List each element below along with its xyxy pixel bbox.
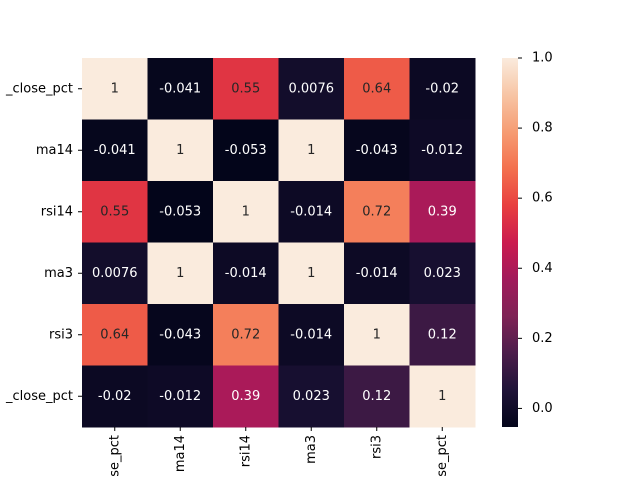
heatmap-annotations: 1 -0.041 0.55 0.0076 0.64 -0.02 -0.041 1 -0.053 1… [92, 81, 463, 404]
colorbar-tick-label-4: 0.8 [532, 121, 553, 136]
heatmap-cell-2-3 [278, 181, 345, 243]
heatmap-cell-2-5 [409, 181, 476, 243]
heatmap-cell-5-0 [82, 365, 148, 428]
x-tick-label-5: se_pct [435, 435, 450, 477]
cell-annotation-3-1: 1 [176, 266, 184, 281]
heatmap-cells [82, 58, 476, 428]
x-tick-label-3: ma3 [304, 435, 319, 464]
heatmap-cell-0-4 [344, 58, 410, 120]
cell-annotation-5-0: -0.02 [98, 389, 132, 404]
cell-annotation-0-5: -0.02 [425, 81, 459, 96]
cell-annotation-2-0: 0.55 [100, 204, 129, 219]
x-tick-label-1: ma14 [173, 435, 188, 472]
y-axis: _close_pct ma14 rsi14 ma3 rsi3 _close_pct [5, 81, 82, 404]
heatmap-cell-1-1 [147, 119, 214, 182]
heatmap-cell-0-2 [213, 58, 279, 120]
y-tick-label-4: rsi3 [49, 327, 73, 342]
x-tick-label-0: se_pct [107, 435, 122, 477]
cell-annotation-5-2: 0.39 [231, 389, 260, 404]
cell-annotation-5-5: 1 [438, 389, 446, 404]
heatmap-cell-1-0 [82, 119, 148, 182]
cell-annotation-3-2: -0.014 [225, 266, 267, 281]
y-tick-label-1: ma14 [36, 143, 73, 158]
heatmap-cell-4-2 [213, 304, 279, 366]
heatmap-cell-4-3 [278, 304, 345, 366]
cell-annotation-1-0: -0.041 [94, 143, 136, 158]
heatmap-cell-4-0 [82, 304, 148, 366]
colorbar-tick-label-5: 1.0 [532, 51, 553, 66]
colorbar-tick-label-1: 0.2 [532, 331, 553, 346]
heatmap-cell-0-5 [409, 58, 476, 120]
cell-annotation-5-3: 0.023 [293, 389, 330, 404]
colorbar: 0.0 0.2 0.4 0.6 0.8 1.0 [502, 51, 553, 427]
cell-annotation-1-5: -0.012 [421, 143, 463, 158]
colorbar-gradient [502, 58, 518, 427]
heatmap-cell-2-1 [147, 181, 214, 243]
y-tick-label-3: ma3 [44, 266, 73, 281]
heatmap-cell-2-0 [82, 181, 148, 243]
heatmap-cell-1-2 [213, 119, 279, 182]
cell-annotation-3-5: 0.023 [424, 266, 461, 281]
colorbar-tick-label-3: 0.6 [532, 191, 553, 206]
cell-annotation-4-0: 0.64 [100, 327, 129, 342]
cell-annotation-2-5: 0.39 [428, 204, 457, 219]
y-tick-label-0: _close_pct [5, 81, 73, 96]
cell-annotation-1-3: 1 [307, 143, 315, 158]
heatmap-cell-3-0 [82, 242, 148, 305]
cell-annotation-0-3: 0.0076 [289, 81, 335, 96]
heatmap-cell-5-1 [147, 365, 214, 428]
cell-annotation-4-2: 0.72 [231, 327, 260, 342]
cell-annotation-0-2: 0.55 [231, 81, 260, 96]
heatmap-cell-4-5 [409, 304, 476, 366]
cell-annotation-2-3: -0.014 [290, 204, 332, 219]
cell-annotation-0-4: 0.64 [362, 81, 391, 96]
heatmap-cell-1-4 [344, 119, 410, 182]
heatmap-cell-0-3 [278, 58, 345, 120]
cell-annotation-5-4: 0.12 [362, 389, 391, 404]
heatmap-cell-4-4 [344, 304, 410, 366]
heatmap-cell-1-5 [409, 119, 476, 182]
cell-annotation-2-2: 1 [242, 204, 250, 219]
cell-annotation-5-1: -0.012 [159, 389, 201, 404]
x-tick-label-4: rsi3 [369, 435, 384, 459]
cell-annotation-2-4: 0.72 [362, 204, 391, 219]
heatmap-cell-0-0 [82, 58, 148, 120]
heatmap-cell-3-1 [147, 242, 214, 305]
heatmap-cell-3-2 [213, 242, 279, 305]
heatmap-cell-3-5 [409, 242, 476, 305]
cell-annotation-1-2: -0.053 [225, 143, 267, 158]
heatmap-cell-3-4 [344, 242, 410, 305]
cell-annotation-4-5: 0.12 [428, 327, 457, 342]
cell-annotation-3-3: 1 [307, 266, 315, 281]
y-tick-label-2: rsi14 [41, 204, 73, 219]
heatmap-cell-4-1 [147, 304, 214, 366]
cell-annotation-4-4: 1 [373, 327, 381, 342]
heatmap-cell-5-2 [213, 365, 279, 428]
cell-annotation-0-1: -0.041 [159, 81, 201, 96]
heatmap-cell-0-1 [147, 58, 214, 120]
y-tick-label-5: _close_pct [5, 389, 73, 404]
cell-annotation-4-1: -0.043 [159, 327, 201, 342]
cell-annotation-2-1: -0.053 [159, 204, 201, 219]
cell-annotation-4-3: -0.014 [290, 327, 332, 342]
heatmap-cell-5-3 [278, 365, 345, 428]
x-tick-label-2: rsi14 [238, 435, 253, 467]
heatmap-cell-5-5 [409, 365, 476, 428]
colorbar-tick-label-2: 0.4 [532, 261, 553, 276]
heatmap-cell-1-3 [278, 119, 345, 182]
cell-annotation-1-4: -0.043 [356, 143, 398, 158]
cell-annotation-0-0: 1 [111, 81, 119, 96]
x-axis: se_pct ma14 rsi14 ma3 rsi3 se_pct [107, 427, 450, 477]
heatmap-cell-5-4 [344, 365, 410, 428]
cell-annotation-3-4: -0.014 [356, 266, 398, 281]
cell-annotation-3-0: 0.0076 [92, 266, 138, 281]
colorbar-tick-label-0: 0.0 [532, 401, 553, 416]
cell-annotation-1-1: 1 [176, 143, 184, 158]
heatmap-cell-3-3 [278, 242, 345, 305]
heatmap-cell-2-2 [213, 181, 279, 243]
heatmap-cell-2-4 [344, 181, 410, 243]
